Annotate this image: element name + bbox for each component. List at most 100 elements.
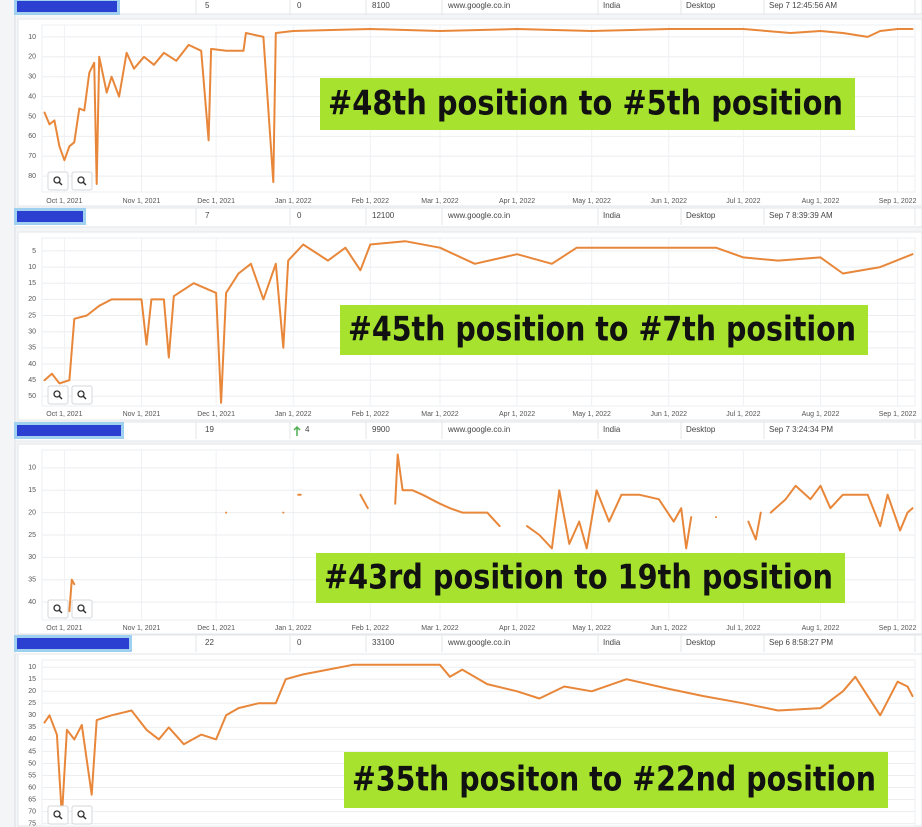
redacted-name [17, 638, 129, 649]
y-tick-label: 25 [28, 700, 36, 707]
x-tick-label: Feb 1, 2022 [352, 625, 389, 632]
x-tick-label: Nov 1, 2021 [123, 411, 161, 418]
row-device: Desktop [686, 638, 716, 647]
x-tick-label: Jul 1, 2022 [726, 625, 760, 632]
x-tick-label: Apr 1, 2022 [499, 411, 535, 418]
annotation: #35th positon to #22nd position [352, 760, 876, 800]
zoom-icon [77, 176, 85, 184]
rank-line [43, 240, 914, 404]
zoom-icon [53, 604, 61, 612]
y-tick-label: 10 [28, 465, 36, 472]
x-tick-label: Sep 1, 2022 [879, 625, 917, 632]
annotation-box [340, 305, 868, 355]
zoom-icon [77, 810, 85, 818]
annotation: #45th position to #7th position [348, 310, 856, 350]
redacted-name [17, 425, 121, 436]
y-tick-label: 10 [28, 34, 36, 41]
x-tick-label: Apr 1, 2022 [499, 198, 535, 205]
zoom-icon-handle [82, 815, 87, 820]
y-tick-label: 65 [28, 796, 36, 803]
y-tick-label: 40 [28, 599, 36, 606]
zoom-button[interactable] [71, 171, 93, 191]
rank-line [43, 28, 914, 185]
zoom-button[interactable] [47, 805, 69, 825]
rank-line [68, 578, 76, 613]
x-tick-label: Jul 1, 2022 [726, 411, 760, 418]
x-tick-label: Jun 1, 2022 [650, 198, 687, 205]
x-tick-label: Sep 1, 2022 [879, 198, 917, 205]
x-tick-label: Jan 1, 2022 [275, 411, 312, 418]
redacted-name [17, 1, 117, 12]
x-tick-label: Aug 1, 2022 [802, 198, 840, 205]
y-tick-label: 40 [28, 361, 36, 368]
zoom-icon-handle [58, 181, 63, 186]
y-tick-label: 70 [28, 153, 36, 160]
x-tick-label: Oct 1, 2021 [46, 198, 82, 205]
y-tick-label: 30 [28, 712, 36, 719]
y-tick-label: 20 [28, 54, 36, 61]
x-tick-label: May 1, 2022 [572, 411, 611, 418]
zoom-button[interactable] [47, 171, 69, 191]
y-tick-label: 35 [28, 577, 36, 584]
zoom-button[interactable] [47, 599, 69, 619]
row-url: www.google.co.in [447, 211, 510, 220]
row-device: Desktop [686, 1, 716, 10]
zoom-button[interactable] [71, 599, 93, 619]
x-tick-label: Oct 1, 2021 [46, 411, 82, 418]
zoom-button[interactable] [71, 385, 93, 405]
x-tick-label: Nov 1, 2021 [123, 198, 161, 205]
y-tick-label: 80 [28, 173, 36, 180]
y-tick-label: 60 [28, 133, 36, 140]
y-tick-label: 75 [28, 820, 36, 827]
annotation: #48th position to #5th position [328, 84, 843, 124]
row-volume: 9900 [372, 425, 390, 434]
annotation: #43rd position to 19th position [324, 558, 833, 598]
row-time: Sep 7 8:39:39 AM [769, 211, 833, 220]
rank-line [359, 493, 369, 510]
row-change: 0 [297, 211, 302, 220]
annotation-box [344, 752, 888, 808]
row-url: www.google.co.in [447, 425, 510, 434]
zoom-icon-handle [82, 609, 87, 614]
x-tick-label: May 1, 2022 [572, 625, 611, 632]
x-tick-label: Jun 1, 2022 [650, 625, 687, 632]
row-url: www.google.co.in [447, 638, 510, 647]
row-time: Sep 7 3:24:34 PM [769, 425, 833, 434]
row-device: Desktop [686, 211, 716, 220]
x-tick-label: Mar 1, 2022 [421, 625, 458, 632]
x-tick-label: Mar 1, 2022 [421, 198, 458, 205]
y-tick-label: 20 [28, 296, 36, 303]
x-tick-label: May 1, 2022 [572, 198, 611, 205]
y-tick-label: 30 [28, 329, 36, 336]
row-url: www.google.co.in [447, 1, 510, 10]
row-time: Sep 6 8:58:27 PM [769, 638, 833, 647]
row-rank: 5 [205, 1, 210, 10]
x-tick-label: Dec 1, 2021 [197, 198, 235, 205]
y-tick-label: 45 [28, 748, 36, 755]
row-time: Sep 7 12:45:56 AM [769, 1, 837, 10]
y-tick-label: 30 [28, 554, 36, 561]
up-arrow-icon [293, 425, 301, 436]
x-tick-label: Apr 1, 2022 [499, 625, 535, 632]
y-tick-label: 50 [28, 760, 36, 767]
row-volume: 33100 [372, 638, 395, 647]
row-country: India [603, 211, 621, 220]
row-rank: 22 [205, 638, 214, 647]
row-country: India [603, 425, 621, 434]
y-tick-label: 60 [28, 784, 36, 791]
zoom-button[interactable] [71, 805, 93, 825]
redacted-name [17, 211, 83, 222]
y-tick-label: 25 [28, 312, 36, 319]
y-tick-label: 40 [28, 736, 36, 743]
zoom-icon [77, 604, 85, 612]
y-tick-label: 15 [28, 280, 36, 287]
zoom-button[interactable] [47, 385, 69, 405]
zoom-icon [77, 390, 85, 398]
zoom-icon [53, 176, 61, 184]
y-tick-label: 15 [28, 487, 36, 494]
rank-line [526, 489, 693, 550]
row-volume: 8100 [372, 1, 390, 10]
zoom-icon-handle [58, 609, 63, 614]
